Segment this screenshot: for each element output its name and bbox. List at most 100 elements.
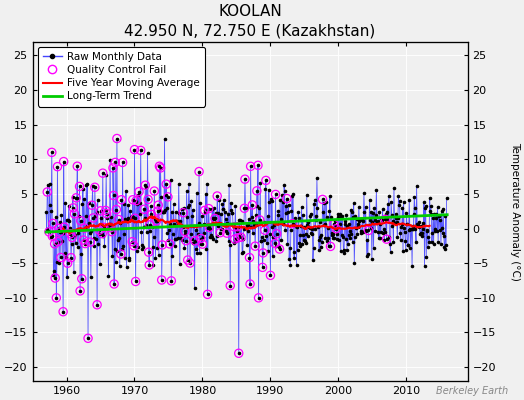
Point — [381, 216, 390, 222]
Point — [434, 238, 442, 245]
Point — [182, 238, 190, 244]
Point — [196, 199, 204, 206]
Point — [147, 211, 156, 218]
Point — [336, 210, 344, 217]
Point — [89, 183, 97, 189]
Point — [42, 209, 50, 215]
Point — [195, 250, 204, 256]
Point — [194, 230, 202, 237]
Point — [155, 163, 163, 170]
Point — [441, 246, 449, 252]
Point — [305, 224, 313, 230]
Point — [233, 224, 242, 230]
Point — [193, 190, 201, 197]
Point — [345, 235, 354, 242]
Point — [141, 182, 149, 188]
Point — [288, 193, 296, 199]
Point — [250, 220, 259, 226]
Point — [235, 217, 244, 224]
Point — [390, 220, 399, 226]
Point — [117, 251, 125, 257]
Point — [287, 227, 295, 234]
Point — [55, 260, 63, 266]
Point — [184, 181, 193, 187]
Point — [64, 202, 73, 209]
Point — [279, 199, 287, 206]
Point — [165, 226, 173, 233]
Point — [203, 291, 212, 298]
Point — [117, 196, 126, 203]
Point — [206, 226, 215, 232]
Point — [226, 282, 234, 289]
Point — [383, 236, 391, 242]
Point — [148, 224, 156, 230]
Point — [376, 221, 385, 227]
Point — [104, 272, 113, 279]
Point — [259, 250, 267, 256]
Point — [46, 202, 54, 208]
Point — [191, 238, 199, 244]
Point — [176, 218, 184, 225]
Point — [104, 224, 112, 230]
Point — [57, 254, 65, 261]
Point — [392, 214, 400, 221]
Point — [380, 229, 389, 235]
Point — [420, 199, 428, 205]
Point — [141, 222, 150, 228]
Point — [357, 229, 365, 236]
Point — [125, 254, 133, 261]
Point — [433, 228, 441, 234]
Point — [285, 201, 293, 208]
Point — [299, 232, 308, 238]
Point — [378, 206, 387, 212]
Point — [173, 218, 181, 224]
Point — [429, 214, 437, 221]
Point — [236, 217, 244, 224]
Point — [140, 206, 148, 212]
Point — [192, 246, 201, 252]
Point — [124, 201, 133, 208]
Point — [201, 209, 210, 216]
Point — [398, 221, 406, 228]
Point — [53, 259, 61, 266]
Point — [257, 238, 265, 244]
Point — [313, 175, 321, 181]
Point — [349, 214, 357, 220]
Point — [331, 223, 340, 229]
Point — [156, 165, 165, 171]
Point — [86, 239, 94, 245]
Point — [72, 195, 80, 201]
Point — [61, 200, 70, 207]
Point — [172, 209, 180, 215]
Point — [49, 220, 57, 226]
Point — [198, 241, 206, 247]
Point — [138, 245, 147, 252]
Point — [134, 244, 143, 250]
Point — [333, 236, 341, 242]
Point — [293, 224, 301, 230]
Point — [80, 196, 88, 202]
Point — [147, 203, 155, 210]
Point — [130, 146, 139, 153]
Point — [160, 135, 169, 142]
Point — [412, 239, 420, 245]
Point — [63, 260, 72, 266]
Point — [211, 215, 219, 222]
Point — [65, 217, 73, 224]
Point — [303, 232, 312, 239]
Point — [330, 234, 339, 241]
Point — [218, 200, 226, 207]
Point — [145, 249, 153, 255]
Point — [362, 228, 370, 234]
Point — [159, 208, 168, 215]
Point — [391, 220, 399, 227]
Point — [377, 229, 385, 236]
Point — [216, 230, 224, 236]
Point — [422, 254, 430, 260]
Point — [64, 217, 72, 223]
Point — [407, 226, 415, 232]
Point — [140, 206, 148, 212]
Point — [59, 308, 67, 315]
Point — [361, 227, 369, 233]
Point — [163, 230, 171, 237]
